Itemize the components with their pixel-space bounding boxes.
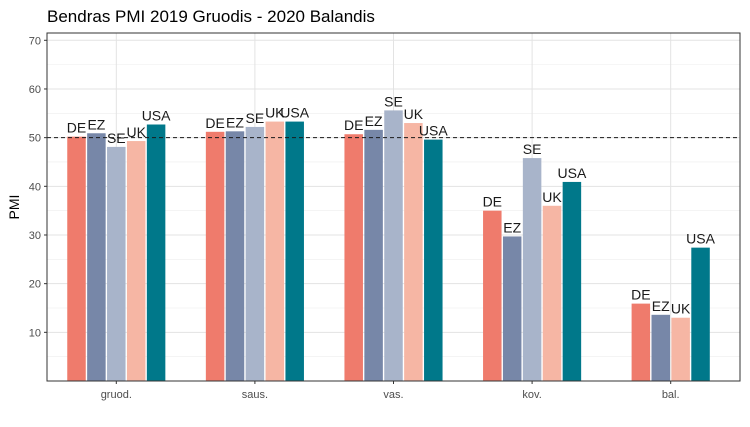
bar [562, 181, 582, 381]
data-label: EZ [365, 113, 383, 129]
data-label: DE [344, 117, 363, 133]
bar [107, 146, 126, 381]
bar [126, 141, 146, 381]
x-tick-label: saus. [242, 389, 268, 401]
bar [146, 124, 166, 381]
bar [67, 136, 86, 381]
bar [483, 210, 502, 381]
data-label: EZ [652, 298, 670, 314]
data-label: EZ [87, 116, 105, 132]
bar [651, 314, 670, 381]
bar [384, 110, 403, 381]
y-axis-title: PMI [6, 195, 22, 220]
data-label: USA [142, 108, 171, 124]
data-label: DE [205, 115, 224, 131]
bar [344, 134, 363, 381]
data-label: USA [558, 165, 587, 181]
bar [542, 205, 562, 381]
axes: 10 20 30 40 50 60 70 gruod. saus. vas. kov. bal. [29, 35, 680, 401]
data-label: UK [126, 124, 146, 140]
bar [265, 121, 285, 381]
data-label: EZ [503, 219, 521, 235]
chart-title: Bendras PMI 2019 Gruodis - 2020 Balandis [47, 7, 375, 26]
y-tick-label: 70 [29, 35, 41, 47]
y-tick-label: 30 [29, 230, 41, 242]
bar [225, 131, 245, 381]
x-tick-label: vas. [383, 389, 403, 401]
data-label: USA [280, 105, 309, 121]
bar [87, 133, 106, 381]
bar [691, 247, 710, 381]
bar [671, 317, 690, 381]
y-tick-label: 40 [29, 181, 41, 193]
data-label: SE [246, 110, 265, 126]
bar [522, 158, 542, 381]
data-label: USA [419, 123, 448, 139]
x-tick-label: kov. [522, 389, 541, 401]
bar [364, 129, 383, 381]
data-label: UK [671, 301, 691, 317]
y-tick-label: 50 [29, 133, 41, 145]
data-label: USA [686, 231, 715, 247]
data-label: SE [384, 93, 403, 109]
data-label: SE [107, 130, 126, 146]
data-label: UK [265, 105, 285, 121]
data-label: DE [631, 287, 650, 303]
x-tick-label: bal. [662, 389, 680, 401]
bar [404, 123, 423, 381]
y-tick-label: 60 [29, 84, 41, 96]
data-label: EZ [226, 114, 244, 130]
bar [245, 126, 265, 381]
y-tick-label: 20 [29, 279, 41, 291]
bar [205, 131, 225, 381]
data-label: UK [404, 106, 424, 122]
bar [631, 303, 651, 381]
bar [285, 121, 304, 381]
data-label: UK [542, 189, 562, 205]
bars [67, 110, 710, 381]
data-label: DE [67, 120, 86, 136]
x-tick-label: gruod. [101, 389, 132, 401]
y-tick-label: 10 [29, 327, 41, 339]
data-label: DE [483, 194, 502, 210]
bar [502, 236, 522, 381]
data-label: SE [523, 141, 542, 157]
bar [424, 139, 443, 381]
